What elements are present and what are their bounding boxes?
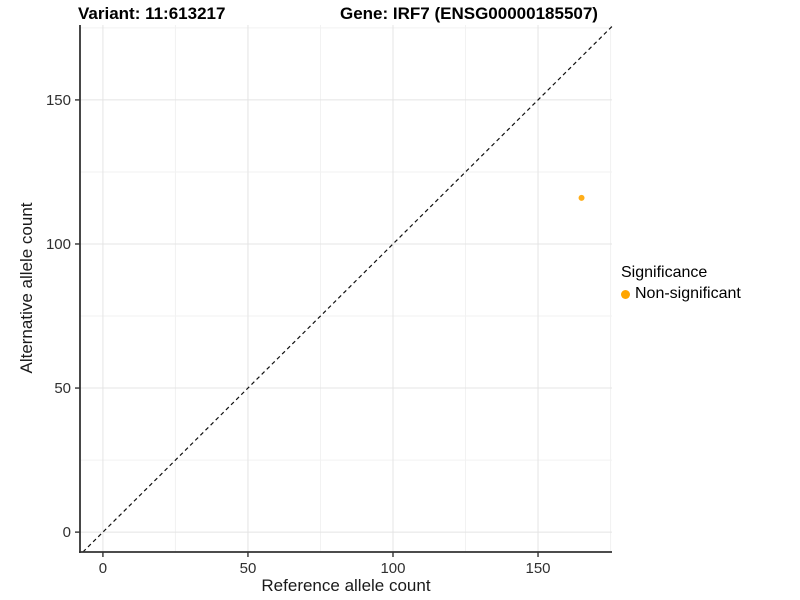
y-tick-label: 100 <box>46 236 71 253</box>
y-tick-label: 50 <box>54 380 71 397</box>
legend-item-non-significant: Non-significant <box>621 285 741 303</box>
legend-item-label: Non-significant <box>635 285 741 302</box>
x-axis-title: Reference allele count <box>261 576 431 595</box>
data-point <box>578 194 585 201</box>
legend-point-icon <box>621 289 630 299</box>
y-tick-label: 150 <box>46 92 71 109</box>
legend: Significance Non-significant <box>621 264 741 303</box>
x-tick-label: 100 <box>380 560 405 577</box>
x-tick-label: 50 <box>240 560 257 577</box>
identity-line <box>82 26 613 553</box>
legend-title: Significance <box>621 264 708 281</box>
y-tick-label: 0 <box>63 524 71 541</box>
plot-title-gene: Gene: IRF7 (ENSG00000185507) <box>340 4 598 23</box>
x-tick-label: 0 <box>99 560 107 577</box>
plot-title-variant: Variant: 11:613217 <box>78 4 226 23</box>
x-tick-label: 150 <box>526 560 551 577</box>
y-axis-title: Alternative allele count <box>17 202 36 374</box>
